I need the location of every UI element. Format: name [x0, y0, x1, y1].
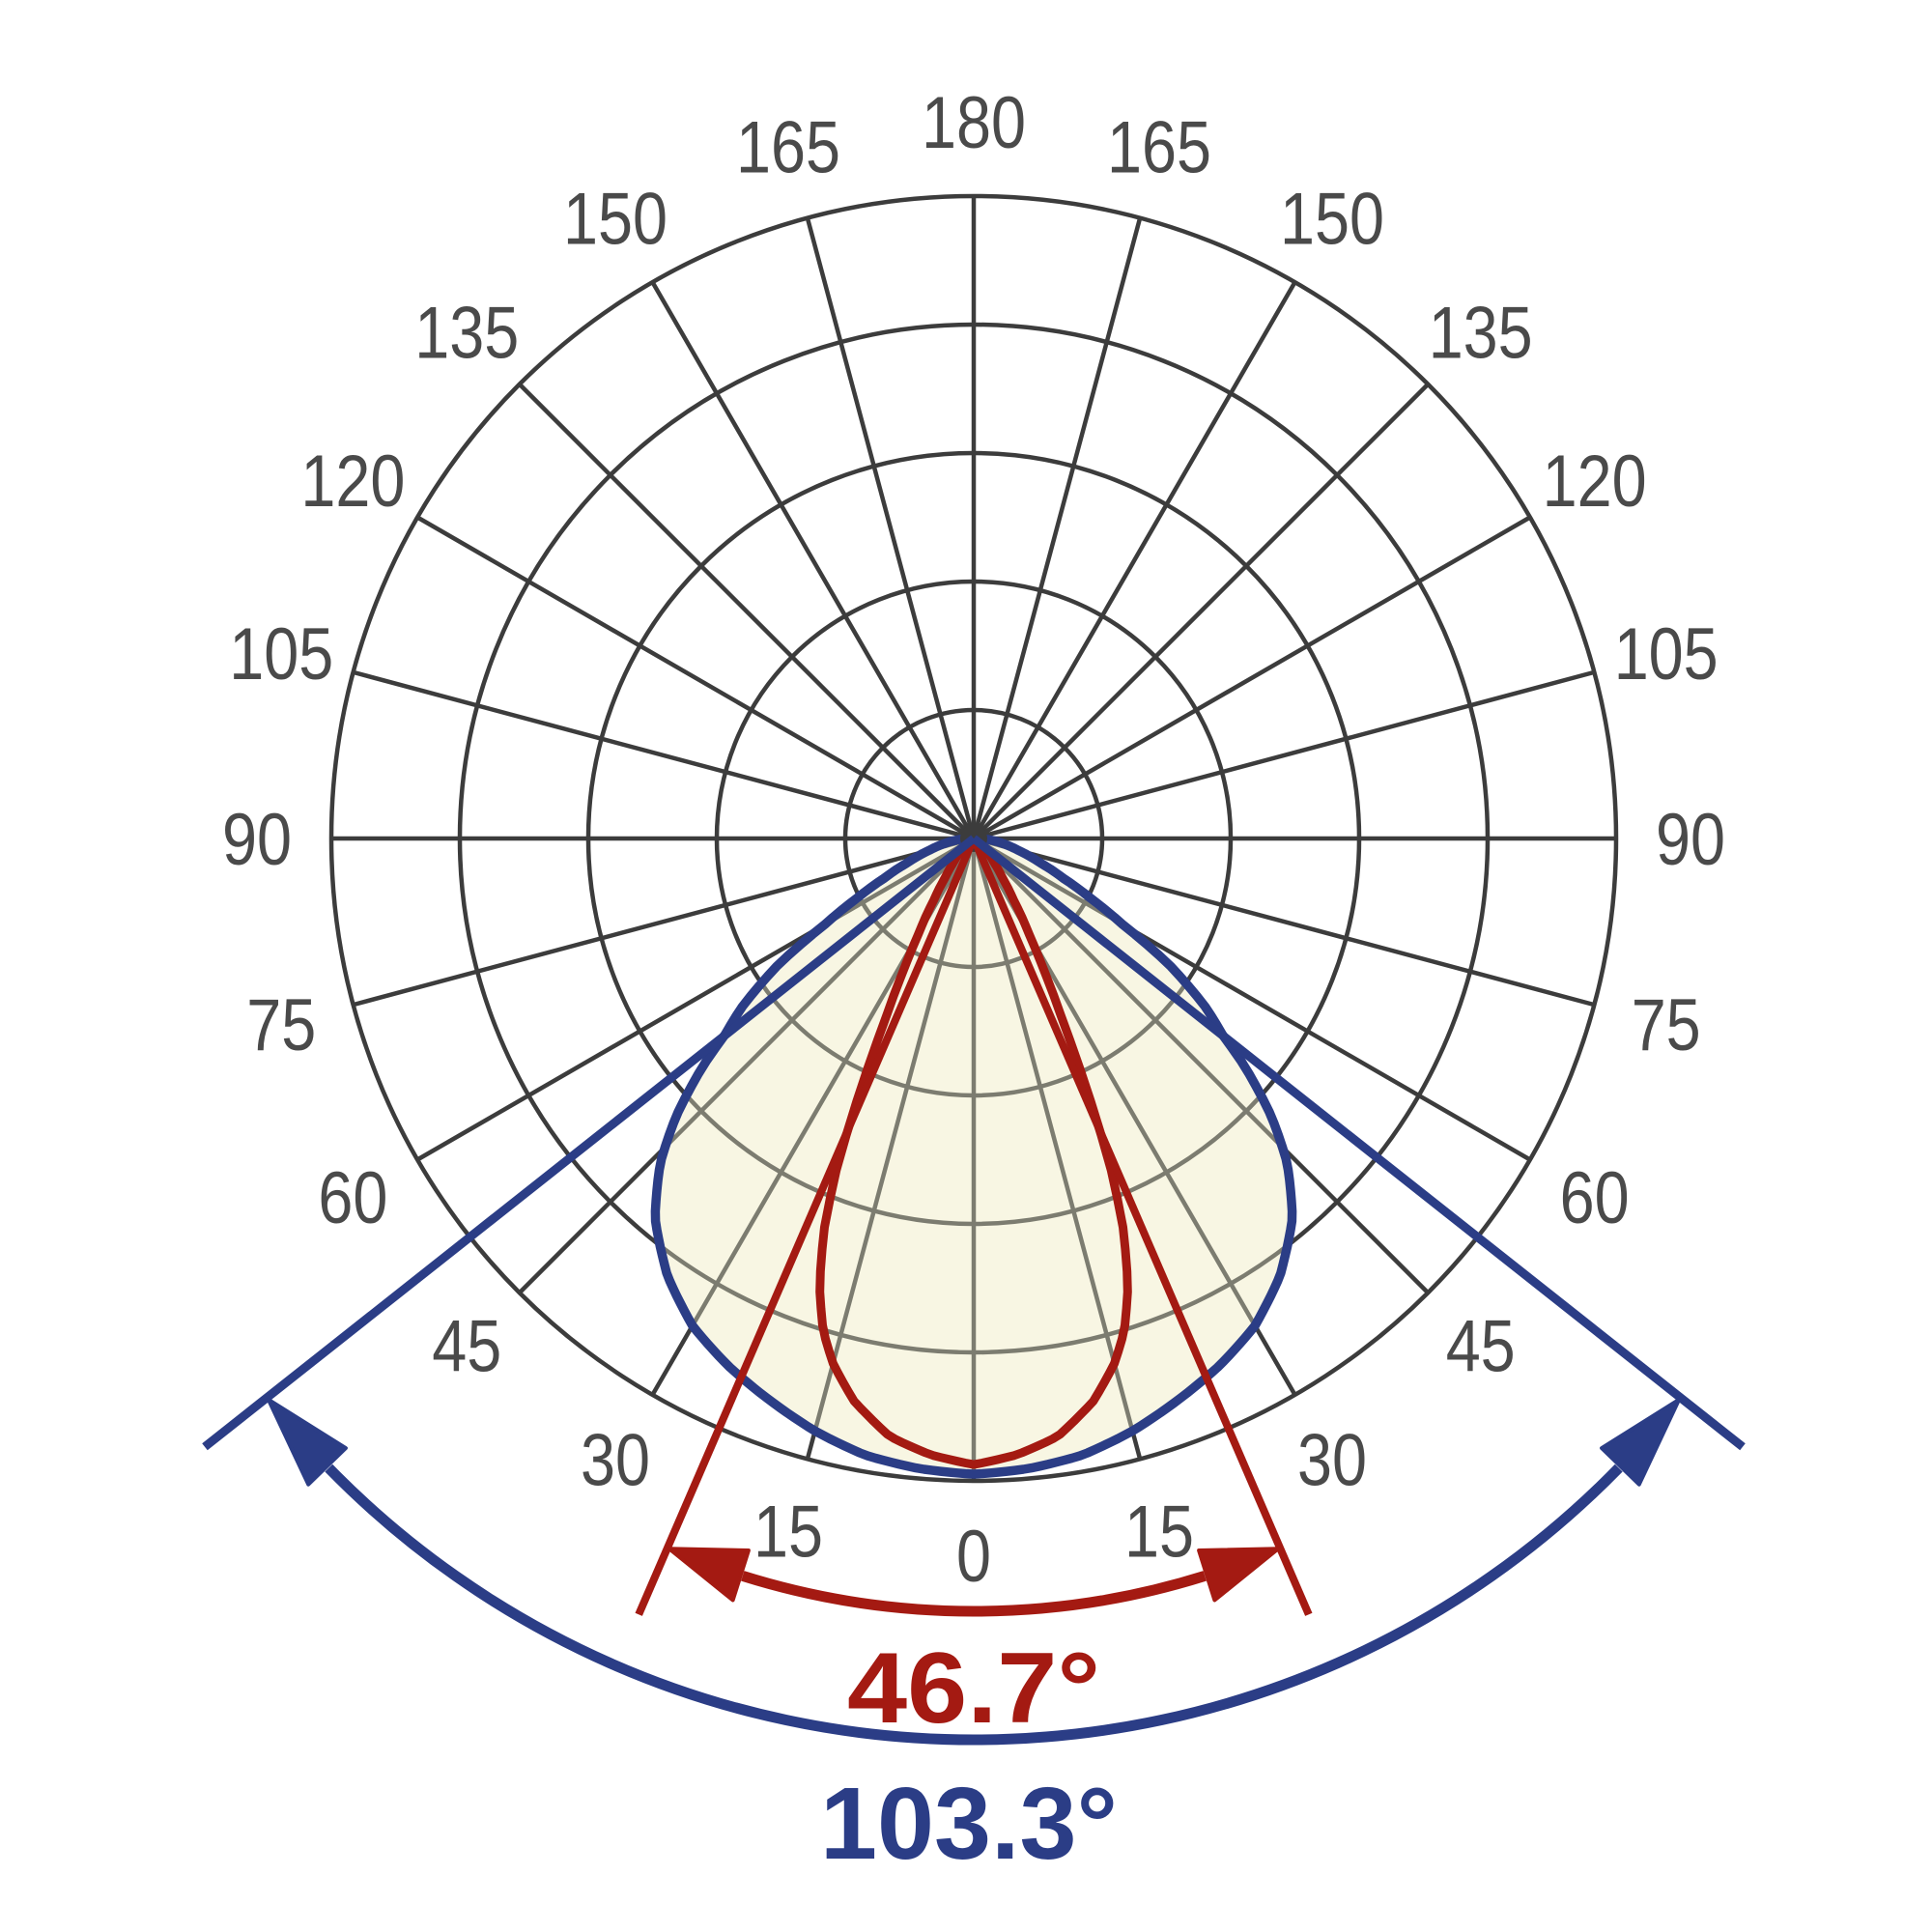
angle-tick-label-135-right: 135	[1429, 292, 1533, 374]
angle-tick-label-60-right: 60	[1560, 1157, 1630, 1239]
angle-tick-label-105-left: 105	[229, 613, 333, 696]
beam-annotation-wide	[202, 835, 1746, 1746]
beam-arc-narrow	[741, 1571, 1207, 1617]
angle-tick-label-0: 0	[956, 1516, 991, 1598]
arrowhead-wide-right	[1600, 1397, 1682, 1487]
angle-tick-label-90-right: 90	[1656, 799, 1725, 881]
grid-radial	[973, 669, 1595, 841]
angle-tick-label-30-right: 30	[1297, 1420, 1367, 1502]
beam-line-narrow-right	[970, 837, 1313, 1616]
angle-tick-label-150-left: 150	[563, 178, 668, 260]
angle-tick-label-75-left: 75	[246, 984, 316, 1066]
angle-tick-label-15-right: 15	[1124, 1492, 1194, 1574]
arrowhead-narrow-right	[1197, 1547, 1281, 1603]
angle-tick-label-45-left: 45	[432, 1306, 501, 1388]
grid-radial	[972, 383, 1430, 840]
grid-radial	[655, 838, 976, 1294]
angle-tick-label-75-right: 75	[1632, 984, 1701, 1066]
angle-tick-label-90-left: 90	[222, 799, 292, 881]
angle-tick-label-120-left: 120	[300, 440, 405, 523]
beam-line-narrow-left	[635, 837, 978, 1616]
angle-tick-label-105-right: 105	[1614, 613, 1719, 696]
beam-line-wide-left	[202, 835, 977, 1451]
grid-radial	[353, 836, 975, 1008]
grid-radial	[518, 383, 976, 840]
grid-radial	[805, 217, 977, 839]
grid-radial	[972, 515, 1532, 840]
grid-radial	[415, 515, 976, 840]
grid-radial	[650, 280, 976, 840]
angle-tick-label-150-right: 150	[1280, 178, 1384, 260]
wide-beam-angle-label: 103.3°	[820, 1767, 1118, 1881]
beam-annotation-narrow	[635, 837, 1313, 1617]
arrowhead-narrow-left	[667, 1547, 751, 1603]
angle-tick-label-135-left: 135	[414, 292, 519, 374]
angle-tick-label-45-right: 45	[1446, 1306, 1516, 1388]
grid-radial	[971, 838, 1143, 1460]
angle-tick-label-60-left: 60	[318, 1157, 387, 1239]
lobe-wide-curve	[650, 834, 1297, 1479]
grid-radial	[971, 217, 1143, 839]
beam-arc-wide	[325, 1463, 1623, 1746]
angle-tick-label-165-left: 165	[736, 106, 840, 188]
grid-radial	[973, 836, 1595, 1008]
arrowhead-wide-left	[266, 1397, 348, 1487]
angle-tick-label-165-right: 165	[1107, 106, 1211, 188]
angle-tick-label-180: 180	[922, 82, 1026, 164]
angle-tick-label-120-right: 120	[1543, 440, 1647, 523]
narrow-beam-angle-label: 46.7°	[847, 1633, 1100, 1745]
grid-radial	[805, 838, 977, 1460]
beam-line-wide-right	[971, 835, 1746, 1451]
grid-radial	[353, 669, 975, 841]
grid-radial	[972, 280, 1297, 840]
grid-radial	[972, 838, 1293, 1294]
angle-tick-label-30-left: 30	[581, 1420, 650, 1502]
angle-tick-label-15-left: 15	[753, 1492, 823, 1574]
